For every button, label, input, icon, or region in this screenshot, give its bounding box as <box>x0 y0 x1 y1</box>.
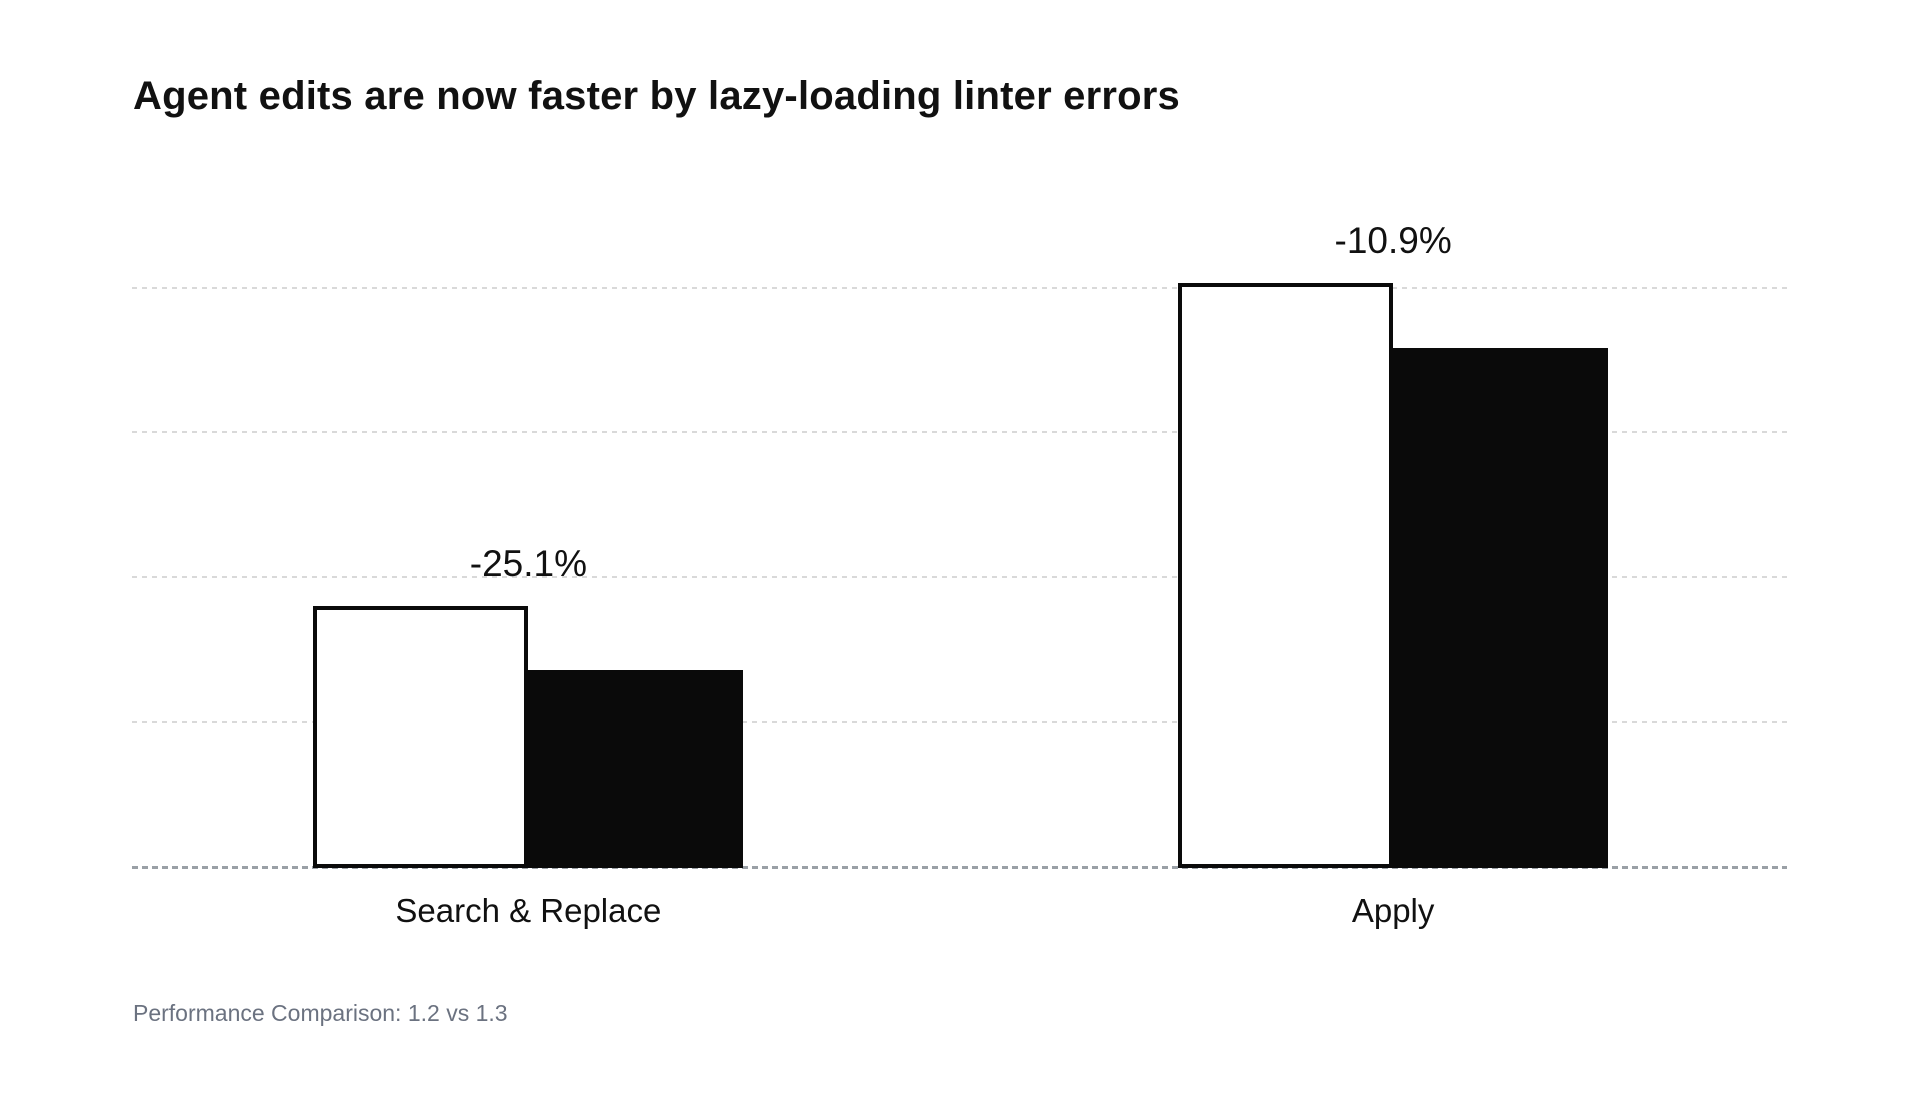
bar-v1-2-apply <box>1178 282 1394 868</box>
x-axis-line <box>132 866 1787 869</box>
horizontal-gridline <box>132 286 1787 289</box>
bar-v1-3-search-replace <box>528 669 744 868</box>
plot-area: -25.1% Search & Replace -10.9% Apply <box>132 222 1787 927</box>
category-label-apply: Apply <box>1351 892 1435 929</box>
bar-v1-2-search-replace <box>313 605 529 868</box>
change-label-apply: -10.9% <box>1334 219 1452 261</box>
chart-title: Agent edits are now faster by lazy-loadi… <box>133 74 1181 118</box>
chart-footer: Performance Comparison: 1.2 vs 1.3 <box>133 1000 508 1026</box>
category-label-search-replace: Search & Replace <box>395 892 662 929</box>
change-label-search-replace: -25.1% <box>469 542 587 584</box>
horizontal-gridline <box>132 431 1787 434</box>
horizontal-gridline <box>132 576 1787 579</box>
horizontal-gridline <box>132 721 1787 724</box>
bar-v1-3-apply <box>1393 347 1609 868</box>
